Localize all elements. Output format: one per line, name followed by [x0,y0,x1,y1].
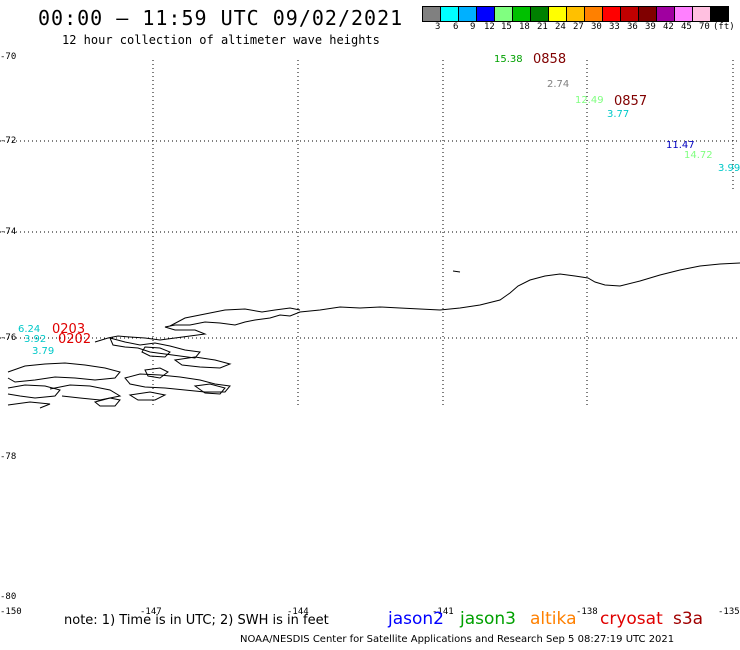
scale-swatch-7 [531,7,549,21]
satellite-legend-jason2: jason2 [388,609,444,629]
wave-height-label: 12.49 [575,95,604,106]
scale-swatch-2 [441,7,459,21]
lon-label: -141 [432,607,454,617]
antarctic-coastline [7,262,740,409]
wave-height-label: 3.79 [32,346,55,357]
scale-label: 18 [519,22,530,32]
scale-label: 15 [501,22,512,32]
wave-height-color-scale [422,6,729,22]
scale-swatch-4 [477,7,495,21]
lon-label: -150 [0,607,22,617]
scale-label: 45 [681,22,692,32]
map-subtitle: 12 hour collection of altimeter wave hei… [62,33,380,47]
scale-label: 3 [435,22,441,32]
scale-label: (ft) [713,22,735,32]
satellite-legend-cryosat: cryosat [600,609,663,629]
scale-swatch-11 [603,7,621,21]
scale-label: 39 [645,22,656,32]
lat-label: -78 [0,452,17,462]
lat-label: -76 [0,333,17,343]
scale-swatch-14 [657,7,675,21]
scale-swatch-6 [513,7,531,21]
scale-swatch-8 [549,7,567,21]
scale-swatch-17 [711,7,728,21]
pass-time-label: 0858 [533,52,567,67]
wave-height-label: 15.38 [494,54,523,65]
lon-label: -144 [287,607,309,617]
lat-label: -80 [0,592,17,602]
wave-height-label: 3.99 [718,163,740,174]
scale-label: 24 [555,22,566,32]
graticule [0,60,740,408]
lat-label: -72 [0,136,17,146]
lon-label: -138 [576,607,598,617]
satellite-legend-s3a: s3a [673,609,704,629]
lon-label: -135 [718,607,740,617]
scale-label: 33 [609,22,620,32]
scale-label: 30 [591,22,602,32]
scale-swatch-13 [639,7,657,21]
pass-time-label: 0203 [52,322,86,337]
scale-label: 12 [484,22,495,32]
lat-label: -70 [0,52,17,62]
scale-swatch-5 [495,7,513,21]
scale-swatch-10 [585,7,603,21]
wave-height-label: 2.74 [547,79,570,90]
scale-swatch-16 [693,7,711,21]
wave-height-label: 3.77 [607,109,630,120]
wave-height-label: 3.92 [24,334,47,345]
footer-note: note: 1) Time is in UTC; 2) SWH is in fe… [64,613,329,628]
map-title: 00:00 – 11:59 UTC 09/02/2021 [38,6,404,30]
scale-label: 6 [453,22,459,32]
scale-swatch-15 [675,7,693,21]
scale-swatch-1 [423,7,441,21]
pass-time-label: 0202 [58,332,92,347]
lon-label: -147 [140,607,162,617]
scale-swatch-3 [459,7,477,21]
scale-label: 9 [470,22,476,32]
wave-height-label: 11.47 [666,140,695,151]
scale-label: 21 [537,22,548,32]
scale-label: 70 [699,22,710,32]
scale-swatch-12 [621,7,639,21]
lat-label: -74 [0,227,17,237]
wave-height-label: 6.24 [18,324,41,335]
scale-swatch-9 [567,7,585,21]
footer-credit: NOAA/NESDIS Center for Satellite Applica… [240,634,675,645]
scale-label: 36 [627,22,638,32]
scale-label: 42 [663,22,674,32]
satellite-legend-altika: altika [530,609,577,629]
wave-height-label: 14.72 [684,150,713,161]
satellite-legend-jason3: jason3 [460,609,516,629]
pass-time-label: 0857 [614,94,648,109]
scale-label: 27 [573,22,584,32]
